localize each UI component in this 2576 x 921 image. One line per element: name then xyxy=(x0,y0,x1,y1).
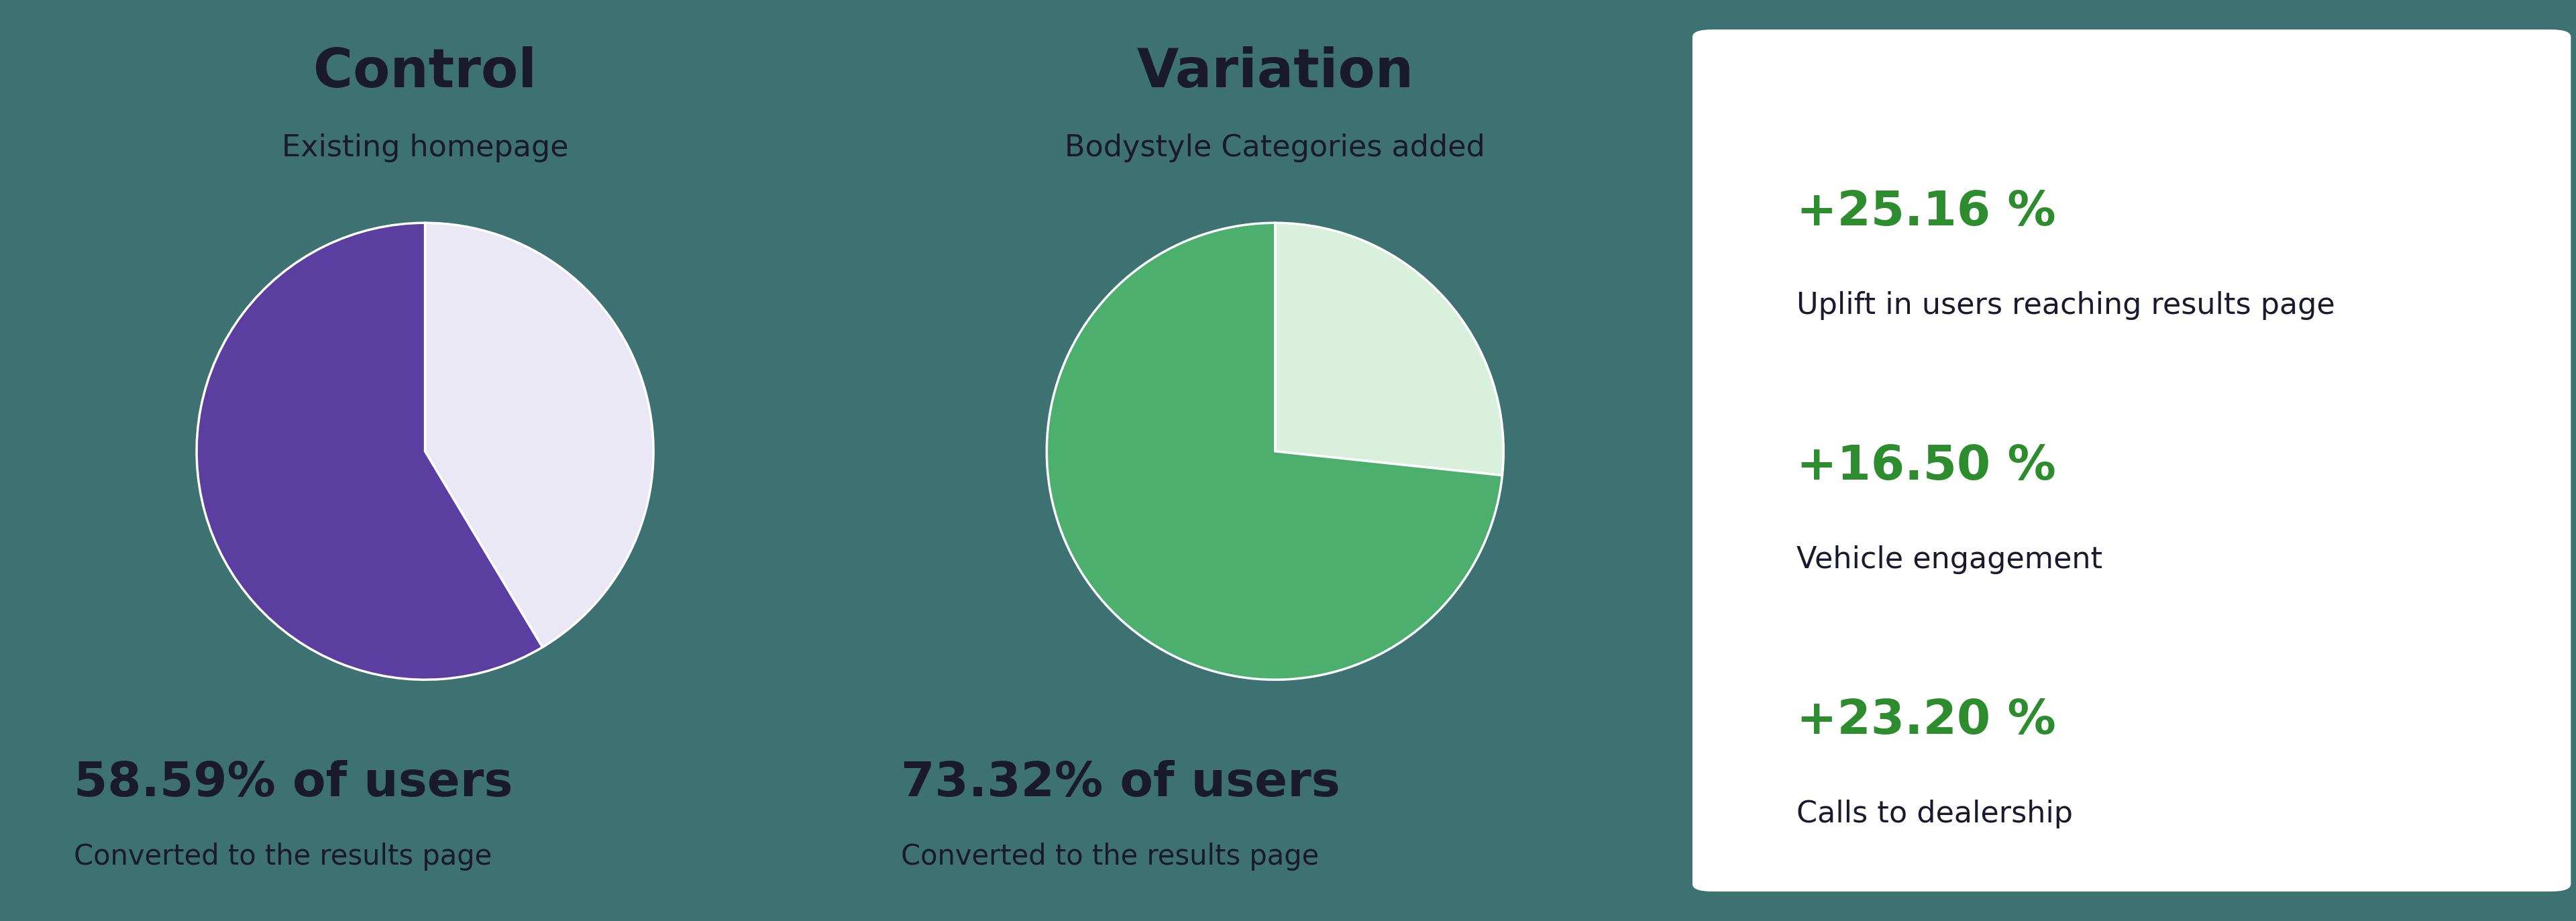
Text: Existing homepage: Existing homepage xyxy=(281,134,569,162)
Text: Uplift in users reaching results page: Uplift in users reaching results page xyxy=(1798,291,2336,320)
Text: +25.16 %: +25.16 % xyxy=(1798,190,2056,236)
Wedge shape xyxy=(1046,223,1502,680)
Text: Calls to dealership: Calls to dealership xyxy=(1798,799,2074,828)
Text: Bodystyle Categories added: Bodystyle Categories added xyxy=(1064,134,1486,162)
Text: Variation: Variation xyxy=(1136,46,1414,99)
Wedge shape xyxy=(425,223,654,647)
Text: 58.59% of users: 58.59% of users xyxy=(75,760,513,806)
Text: +23.20 %: +23.20 % xyxy=(1798,698,2056,744)
Text: Vehicle engagement: Vehicle engagement xyxy=(1798,545,2102,574)
Text: +16.50 %: +16.50 % xyxy=(1798,444,2056,490)
Wedge shape xyxy=(1275,223,1504,475)
Text: Converted to the results page: Converted to the results page xyxy=(902,843,1319,871)
Text: Control: Control xyxy=(314,46,536,99)
Text: Converted to the results page: Converted to the results page xyxy=(75,843,492,871)
Wedge shape xyxy=(196,223,544,680)
Text: 73.32% of users: 73.32% of users xyxy=(902,760,1340,806)
